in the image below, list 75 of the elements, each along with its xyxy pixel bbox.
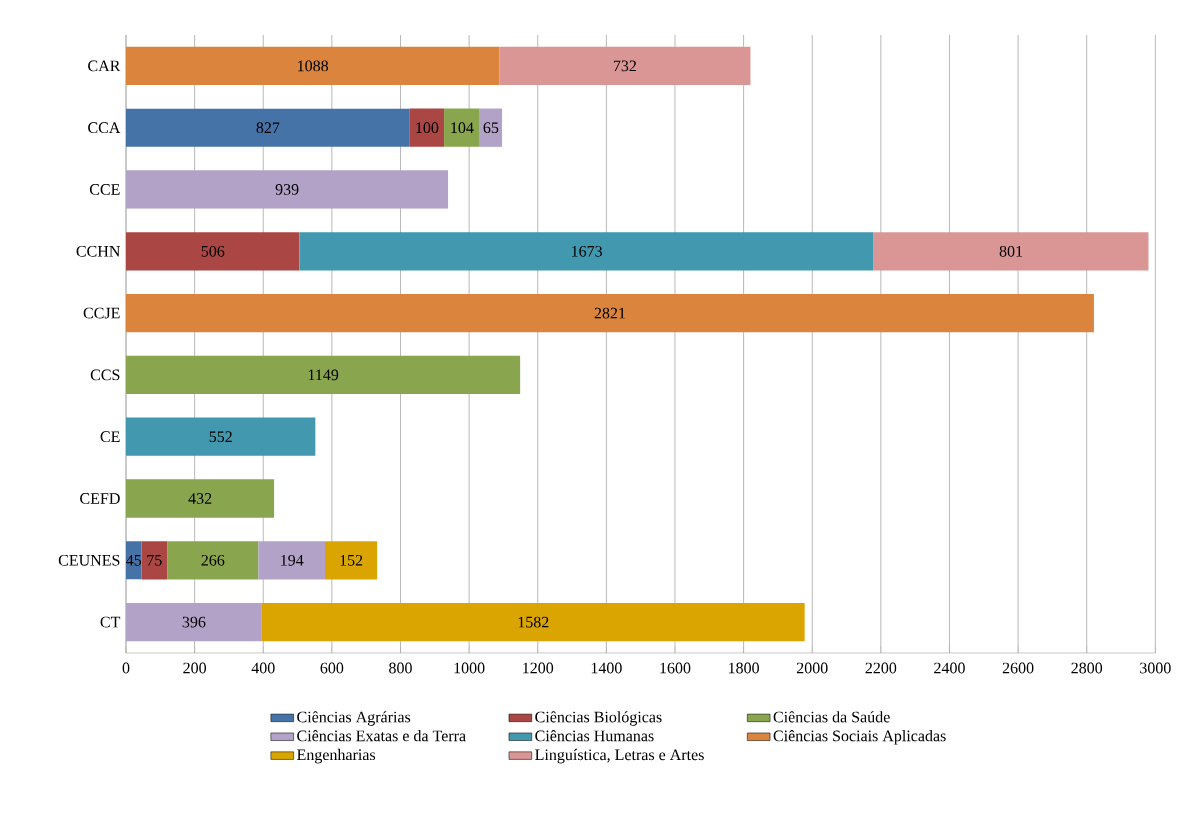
data-label: 152 [340,554,363,566]
data-label: 1673 [572,245,603,257]
x-tick-label: 200 [183,662,207,674]
data-label: 266 [201,554,225,566]
bar [325,541,378,580]
x-tick-label: 1600 [660,662,691,674]
data-label: 396 [182,616,206,628]
bar [126,232,300,271]
data-label: 939 [275,184,299,195]
data-label: 1582 [518,616,549,628]
data-label: 45 [126,554,142,566]
bar [126,417,316,456]
data-label: 2821 [594,307,626,319]
x-tick-label: 2400 [934,662,965,674]
bar [126,170,449,209]
bar [479,108,503,147]
x-tick-label: 2800 [1071,662,1103,674]
x-tick-label: 3000 [1140,662,1171,674]
bar [258,541,326,580]
data-label: 194 [281,554,304,566]
data-label: 732 [613,60,636,72]
y-tick-label: CAR [88,60,121,72]
y-tick-label: CCS [90,369,120,381]
data-label: 827 [256,122,280,134]
y-tick-label: CEUNES [58,554,120,566]
data-label: 100 [416,122,439,134]
bar [409,108,445,147]
y-tick-label: CE [100,431,120,443]
data-label: 1088 [298,60,329,72]
bar [873,232,1149,271]
bar [126,479,275,518]
legend-label: Linguística, Letras e Artes [535,748,704,764]
y-tick-label: CEFD [80,493,120,504]
x-tick-label: 400 [251,662,275,674]
bar [126,355,521,395]
bar [126,293,1094,333]
data-label: 506 [201,245,225,257]
x-tick-label: 600 [320,662,344,674]
legend-label: Engenharias [297,748,376,764]
x-tick-label: 2600 [1002,662,1034,674]
data-label: 552 [209,431,232,443]
x-tick-label: 2200 [865,662,897,674]
legend-label: Ciências da Saúde [773,711,890,723]
legend-label: Ciências Biológicas [535,711,662,726]
y-tick-label: CCE [89,184,120,195]
x-tick-label: 1200 [523,662,554,674]
bar [499,46,751,86]
data-label: 1149 [308,369,339,381]
bar [126,108,410,147]
bar [299,232,874,271]
data-label: 801 [999,245,1023,257]
y-tick-label: CCA [88,122,121,134]
legend-label: Ciências Sociais Aplicadas [773,730,946,745]
legend-label: Ciências Humanas [535,730,654,742]
x-tick-label: 1800 [729,662,759,674]
y-tick-label: CT [100,616,121,628]
data-label: 75 [147,554,162,566]
x-tick-label: 800 [389,662,412,674]
data-label: 65 [483,122,499,134]
bar [126,602,262,642]
x-tick-label: 0 [122,662,130,674]
bar [126,46,500,86]
data-label: 432 [188,493,212,504]
legend-label: Ciências Agrárias [297,711,411,726]
x-tick-label: 1400 [591,662,622,674]
data-label: 104 [451,122,474,134]
y-tick-label: CCJE [83,307,120,319]
bar [141,541,168,580]
legend-label: Ciências Exatas e da Terra [297,730,466,742]
y-tick-label: CCHN [76,245,121,257]
bar [167,541,259,580]
bar [261,602,805,642]
bar [444,108,480,147]
x-tick-label: 1000 [454,662,485,674]
x-tick-label: 2000 [796,662,828,674]
